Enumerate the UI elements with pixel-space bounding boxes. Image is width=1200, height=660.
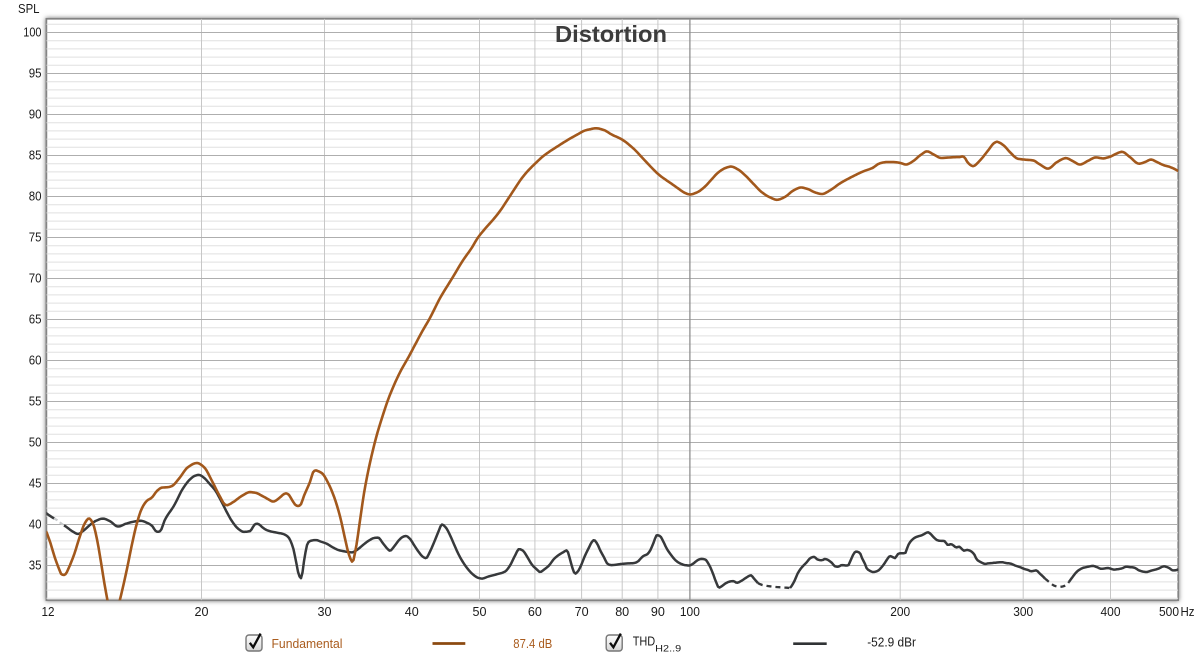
svg-text:70: 70 bbox=[29, 271, 42, 286]
svg-text:60: 60 bbox=[29, 353, 42, 368]
svg-text:30: 30 bbox=[318, 604, 332, 619]
svg-text:90: 90 bbox=[29, 107, 42, 122]
svg-text:20: 20 bbox=[195, 604, 209, 619]
svg-text:300: 300 bbox=[1013, 604, 1033, 619]
svg-text:50: 50 bbox=[29, 435, 42, 450]
svg-text:SPL: SPL bbox=[18, 1, 40, 16]
svg-text:80: 80 bbox=[29, 189, 42, 204]
svg-text:H2..9: H2..9 bbox=[655, 644, 681, 655]
svg-text:Hz: Hz bbox=[1181, 604, 1195, 619]
svg-text:35: 35 bbox=[29, 558, 42, 573]
svg-text:400: 400 bbox=[1101, 604, 1121, 619]
svg-text:75: 75 bbox=[29, 230, 42, 245]
svg-text:100: 100 bbox=[680, 604, 700, 619]
svg-text:Distortion: Distortion bbox=[555, 21, 667, 47]
svg-text:70: 70 bbox=[575, 604, 589, 619]
svg-text:500: 500 bbox=[1159, 604, 1179, 619]
svg-text:40: 40 bbox=[405, 604, 419, 619]
svg-text:90: 90 bbox=[651, 604, 665, 619]
svg-text:65: 65 bbox=[29, 312, 42, 327]
svg-text:200: 200 bbox=[890, 604, 910, 619]
svg-text:45: 45 bbox=[29, 476, 42, 491]
svg-text:50: 50 bbox=[473, 604, 487, 619]
svg-text:55: 55 bbox=[29, 394, 42, 409]
svg-text:12: 12 bbox=[42, 604, 55, 619]
svg-text:100: 100 bbox=[23, 25, 41, 40]
svg-text:85: 85 bbox=[29, 148, 42, 163]
svg-text:95: 95 bbox=[29, 66, 42, 81]
svg-text:THD: THD bbox=[633, 634, 656, 649]
svg-text:87.4 dB: 87.4 dB bbox=[513, 636, 552, 651]
svg-text:60: 60 bbox=[528, 604, 542, 619]
svg-text:80: 80 bbox=[615, 604, 629, 619]
svg-text:Fundamental: Fundamental bbox=[272, 636, 343, 651]
svg-text:-52.9 dBr: -52.9 dBr bbox=[867, 635, 916, 650]
svg-text:40: 40 bbox=[29, 517, 42, 532]
